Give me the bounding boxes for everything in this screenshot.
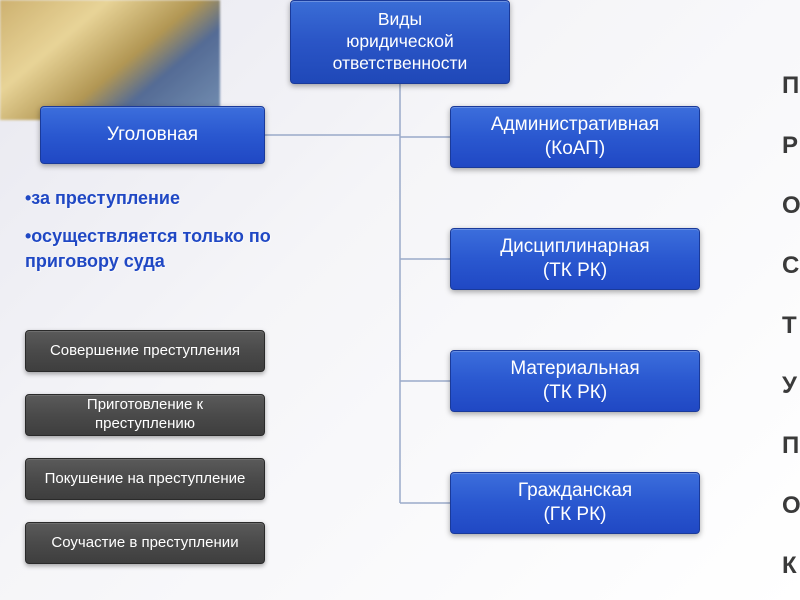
bullet-item: •осуществляется только по приговору суда [25, 224, 305, 273]
vertical-letter: Р [782, 132, 798, 160]
crime-stage-commission: Совершение преступления [25, 330, 265, 372]
criminal-bullet-list: •за преступление •осуществляется только … [25, 186, 305, 287]
branch-material-label: Материальная(ТК РК) [510, 357, 639, 405]
vertical-letter: П [782, 432, 799, 460]
vertical-letter: О [782, 192, 800, 220]
vertical-letter: С [782, 252, 799, 280]
crime-stage-attempt: Покушение на преступление [25, 458, 265, 500]
crime-stage-label: Соучастие в преступлении [51, 534, 238, 553]
root-label: Видыюридическойответственности [333, 9, 468, 75]
branch-disciplinary: Дисциплинарная(ТК РК) [450, 228, 700, 290]
branch-civil-label: Гражданская(ГК РК) [518, 479, 632, 527]
crime-stage-preparation: Приготовление кпреступлению [25, 394, 265, 436]
branch-material: Материальная(ТК РК) [450, 350, 700, 412]
branch-administrative: Административная(КоАП) [450, 106, 700, 168]
bullet-item: •за преступление [25, 186, 305, 210]
vertical-letter: К [782, 552, 797, 580]
vertical-letter: Т [782, 312, 797, 340]
branch-criminal: Уголовная [40, 106, 265, 164]
branch-administrative-label: Административная(КоАП) [491, 113, 659, 161]
vertical-letter: У [782, 372, 797, 400]
branch-criminal-label: Уголовная [107, 123, 198, 147]
background-photo-decor [0, 0, 220, 120]
crime-stage-label: Совершение преступления [50, 342, 240, 361]
crime-stage-complicity: Соучастие в преступлении [25, 522, 265, 564]
crime-stage-label: Покушение на преступление [45, 470, 246, 489]
root-node: Видыюридическойответственности [290, 0, 510, 84]
vertical-letter: П [782, 72, 799, 100]
crime-stage-label: Приготовление кпреступлению [87, 396, 203, 434]
branch-civil: Гражданская(ГК РК) [450, 472, 700, 534]
vertical-letter: О [782, 492, 800, 520]
branch-disciplinary-label: Дисциплинарная(ТК РК) [500, 235, 649, 283]
